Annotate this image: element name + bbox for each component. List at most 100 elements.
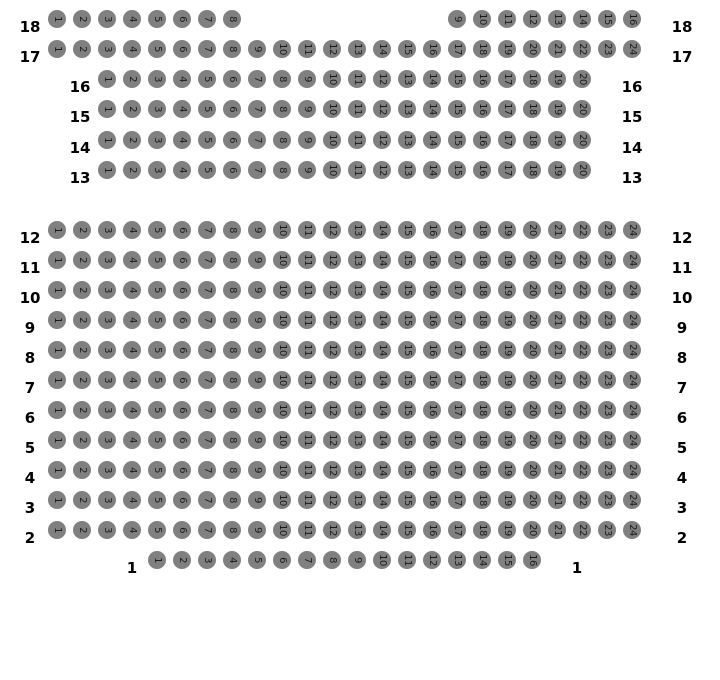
- seat[interactable]: 8: [223, 431, 241, 449]
- seat[interactable]: 10: [323, 131, 341, 149]
- seat[interactable]: 12: [323, 221, 341, 239]
- seat[interactable]: 17: [448, 251, 466, 269]
- seat[interactable]: 23: [598, 341, 616, 359]
- seat[interactable]: 6: [173, 221, 191, 239]
- seat[interactable]: 9: [348, 551, 366, 569]
- seat[interactable]: 10: [323, 161, 341, 179]
- seat[interactable]: 3: [98, 40, 116, 58]
- seat[interactable]: 5: [198, 70, 216, 88]
- seat[interactable]: 12: [323, 40, 341, 58]
- seat[interactable]: 5: [148, 221, 166, 239]
- seat[interactable]: 19: [498, 461, 516, 479]
- seat[interactable]: 6: [173, 521, 191, 539]
- seat[interactable]: 11: [298, 311, 316, 329]
- seat[interactable]: 17: [448, 40, 466, 58]
- seat[interactable]: 2: [73, 521, 91, 539]
- seat[interactable]: 10: [323, 100, 341, 118]
- seat[interactable]: 17: [448, 491, 466, 509]
- seat[interactable]: 6: [223, 161, 241, 179]
- seat[interactable]: 15: [598, 10, 616, 28]
- seat[interactable]: 15: [398, 431, 416, 449]
- seat[interactable]: 19: [498, 281, 516, 299]
- seat[interactable]: 3: [98, 431, 116, 449]
- seat[interactable]: 15: [398, 221, 416, 239]
- seat[interactable]: 9: [248, 341, 266, 359]
- seat[interactable]: 22: [573, 251, 591, 269]
- seat[interactable]: 10: [273, 491, 291, 509]
- seat[interactable]: 8: [223, 251, 241, 269]
- seat[interactable]: 8: [223, 461, 241, 479]
- seat[interactable]: 19: [498, 341, 516, 359]
- seat[interactable]: 20: [523, 371, 541, 389]
- seat[interactable]: 5: [148, 341, 166, 359]
- seat[interactable]: 23: [598, 401, 616, 419]
- seat[interactable]: 18: [523, 161, 541, 179]
- seat[interactable]: 17: [498, 161, 516, 179]
- seat[interactable]: 20: [523, 461, 541, 479]
- seat[interactable]: 12: [323, 311, 341, 329]
- seat[interactable]: 23: [598, 491, 616, 509]
- seat[interactable]: 21: [548, 371, 566, 389]
- seat[interactable]: 16: [423, 371, 441, 389]
- seat[interactable]: 10: [473, 10, 491, 28]
- seat[interactable]: 1: [48, 401, 66, 419]
- seat[interactable]: 15: [448, 100, 466, 118]
- seat[interactable]: 2: [73, 311, 91, 329]
- seat[interactable]: 7: [298, 551, 316, 569]
- seat[interactable]: 13: [448, 551, 466, 569]
- seat[interactable]: 22: [573, 491, 591, 509]
- seat[interactable]: 18: [473, 431, 491, 449]
- seat[interactable]: 12: [323, 371, 341, 389]
- seat[interactable]: 22: [573, 311, 591, 329]
- seat[interactable]: 18: [473, 491, 491, 509]
- seat[interactable]: 9: [248, 521, 266, 539]
- seat[interactable]: 24: [623, 40, 641, 58]
- seat[interactable]: 19: [498, 311, 516, 329]
- seat[interactable]: 11: [348, 161, 366, 179]
- seat[interactable]: 8: [223, 341, 241, 359]
- seat[interactable]: 11: [298, 401, 316, 419]
- seat[interactable]: 18: [473, 311, 491, 329]
- seat[interactable]: 7: [198, 251, 216, 269]
- seat[interactable]: 15: [448, 161, 466, 179]
- seat[interactable]: 12: [323, 401, 341, 419]
- seat[interactable]: 17: [448, 311, 466, 329]
- seat[interactable]: 23: [598, 521, 616, 539]
- seat[interactable]: 23: [598, 281, 616, 299]
- seat[interactable]: 1: [48, 461, 66, 479]
- seat[interactable]: 10: [273, 371, 291, 389]
- seat[interactable]: 21: [548, 281, 566, 299]
- seat[interactable]: 2: [73, 281, 91, 299]
- seat[interactable]: 2: [123, 70, 141, 88]
- seat[interactable]: 11: [298, 221, 316, 239]
- seat[interactable]: 5: [148, 40, 166, 58]
- seat[interactable]: 12: [323, 521, 341, 539]
- seat[interactable]: 24: [623, 371, 641, 389]
- seat[interactable]: 9: [448, 10, 466, 28]
- seat[interactable]: 17: [448, 221, 466, 239]
- seat[interactable]: 7: [198, 461, 216, 479]
- seat[interactable]: 1: [48, 521, 66, 539]
- seat[interactable]: 15: [398, 281, 416, 299]
- seat[interactable]: 7: [198, 341, 216, 359]
- seat[interactable]: 11: [298, 341, 316, 359]
- seat[interactable]: 2: [123, 131, 141, 149]
- seat[interactable]: 20: [573, 70, 591, 88]
- seat[interactable]: 11: [298, 521, 316, 539]
- seat[interactable]: 2: [73, 401, 91, 419]
- seat[interactable]: 21: [548, 341, 566, 359]
- seat[interactable]: 6: [173, 281, 191, 299]
- seat[interactable]: 11: [298, 371, 316, 389]
- seat[interactable]: 6: [173, 40, 191, 58]
- seat[interactable]: 22: [573, 371, 591, 389]
- seat[interactable]: 17: [448, 461, 466, 479]
- seat[interactable]: 23: [598, 371, 616, 389]
- seat[interactable]: 2: [123, 161, 141, 179]
- seat[interactable]: 15: [398, 251, 416, 269]
- seat[interactable]: 5: [148, 431, 166, 449]
- seat[interactable]: 15: [398, 461, 416, 479]
- seat[interactable]: 15: [398, 521, 416, 539]
- seat[interactable]: 4: [123, 371, 141, 389]
- seat[interactable]: 1: [98, 131, 116, 149]
- seat[interactable]: 14: [373, 431, 391, 449]
